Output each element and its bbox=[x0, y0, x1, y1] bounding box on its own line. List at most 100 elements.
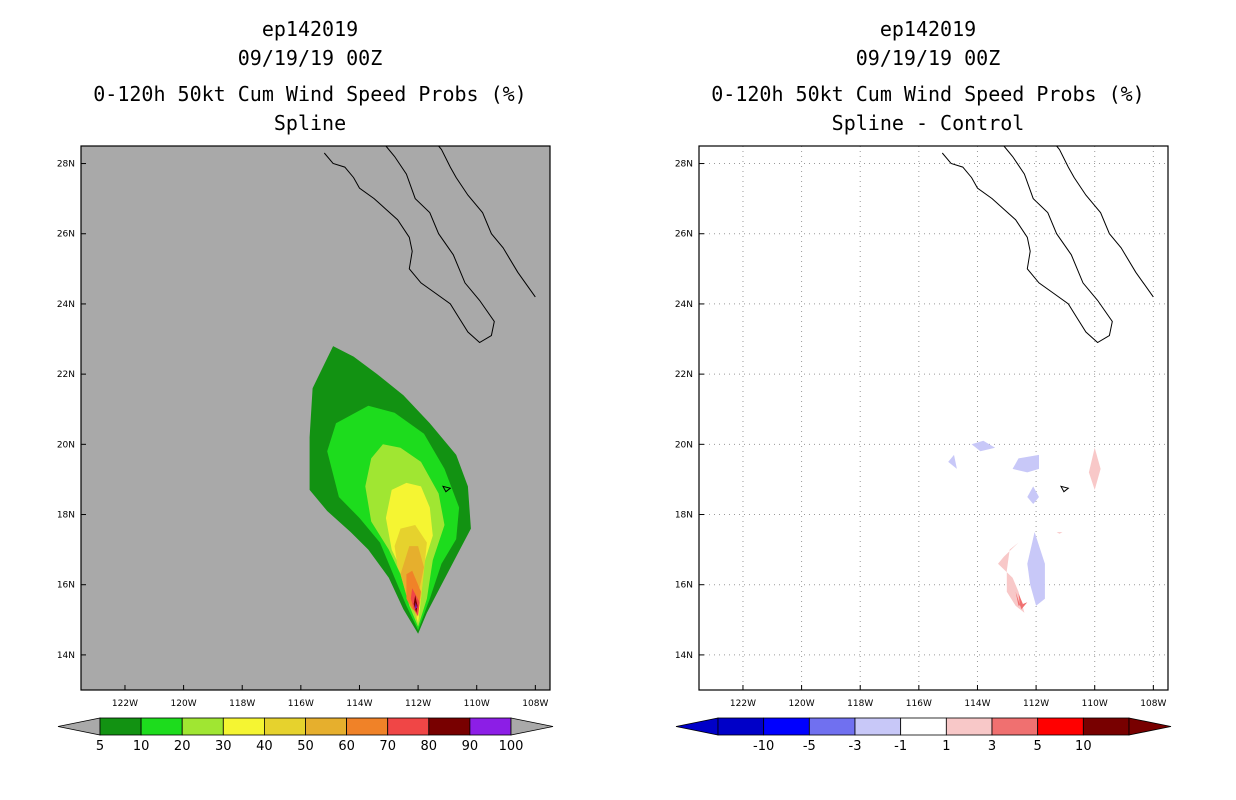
colorbar-swatch bbox=[1037, 717, 1084, 736]
y-tick-label: 28N bbox=[57, 160, 75, 170]
colorbar-swatch bbox=[263, 717, 306, 736]
right-map-panel: 122W 120W 118W 116W 114W 112W 110W 108W 14N 16N 18… bbox=[675, 145, 1172, 754]
right-panel-label: Spline - Control bbox=[831, 111, 1025, 135]
y-tick-label: 22N bbox=[675, 370, 693, 380]
x-tick-label: 108W bbox=[522, 699, 548, 709]
x-tick-label: 114W bbox=[964, 699, 990, 709]
colorbar-over-arrow bbox=[510, 717, 554, 736]
colorbar-swatch bbox=[808, 717, 856, 736]
colorbar-label: 80 bbox=[421, 739, 438, 754]
left-valid-time: 09/19/19 00Z bbox=[237, 46, 383, 70]
colorbar-swatch bbox=[387, 717, 430, 736]
y-tick-label: 24N bbox=[57, 300, 75, 310]
colorbar-swatch bbox=[305, 717, 347, 736]
colorbar-label: 10 bbox=[1075, 739, 1092, 754]
mainland-coastline bbox=[438, 145, 536, 298]
y-tick-label: 16N bbox=[57, 581, 75, 591]
x-tick-label: 112W bbox=[1023, 699, 1049, 709]
y-tick-label: 26N bbox=[57, 230, 75, 240]
contour-level--1 bbox=[971, 440, 996, 452]
x-tick-label: 108W bbox=[1140, 699, 1166, 709]
colorbar-swatch bbox=[99, 717, 142, 736]
y-tick-label: 16N bbox=[675, 581, 693, 591]
contour-level--1 bbox=[1027, 532, 1045, 606]
contour-level-1 bbox=[998, 542, 1025, 613]
colorbar-over-arrow bbox=[1128, 717, 1172, 736]
x-tick-label: 122W bbox=[112, 699, 138, 709]
colorbar-label: -5 bbox=[803, 739, 816, 754]
map-frame bbox=[698, 145, 1169, 691]
colorbar-under-arrow bbox=[57, 717, 101, 736]
colorbar-label: 30 bbox=[215, 739, 232, 754]
colorbar-label: 3 bbox=[988, 739, 996, 754]
colorbar-label: -3 bbox=[849, 739, 862, 754]
x-tick-label: 110W bbox=[464, 699, 490, 709]
mainland-coastline bbox=[1056, 145, 1154, 298]
contour-level--1 bbox=[1027, 486, 1039, 504]
y-tick-label: 20N bbox=[57, 440, 75, 450]
colorbar-swatch bbox=[1082, 717, 1130, 736]
colorbar-label: -1 bbox=[894, 739, 907, 754]
x-tick-label: 118W bbox=[229, 699, 255, 709]
contour-level-1 bbox=[1056, 532, 1063, 534]
colorbar-swatch bbox=[469, 717, 512, 736]
colorbar-label: 90 bbox=[462, 739, 479, 754]
island-outline bbox=[442, 485, 452, 493]
contour-level-3 bbox=[1015, 591, 1028, 610]
x-tick-label: 120W bbox=[789, 699, 815, 709]
left-panel-label: Spline bbox=[273, 111, 347, 135]
colorbar-swatch bbox=[181, 717, 224, 736]
right-storm-id: ep142019 bbox=[879, 17, 977, 41]
right-valid-time: 09/19/19 00Z bbox=[855, 46, 1001, 70]
y-tick-label: 26N bbox=[675, 230, 693, 240]
colorbar-swatch bbox=[763, 717, 810, 736]
colorbar-label: 100 bbox=[499, 739, 524, 754]
colorbar-label: 1 bbox=[942, 739, 950, 754]
y-tick-label: 22N bbox=[57, 370, 75, 380]
colorbar-label: 70 bbox=[379, 739, 396, 754]
y-tick-label: 20N bbox=[675, 440, 693, 450]
contour-level--1 bbox=[948, 454, 957, 469]
colorbar-label: 5 bbox=[1034, 739, 1042, 754]
colorbar-label: 10 bbox=[133, 739, 150, 754]
y-tick-label: 14N bbox=[675, 651, 693, 661]
x-tick-label: 112W bbox=[405, 699, 431, 709]
colorbar-swatch bbox=[140, 717, 183, 736]
y-tick-label: 14N bbox=[57, 651, 75, 661]
y-tick-label: 18N bbox=[57, 511, 75, 521]
map-background bbox=[699, 146, 1168, 690]
colorbar-label: 50 bbox=[297, 739, 314, 754]
colorbar-swatch bbox=[428, 717, 471, 736]
island-outline bbox=[1060, 485, 1070, 493]
x-tick-label: 118W bbox=[847, 699, 873, 709]
colorbar-label: 20 bbox=[174, 739, 191, 754]
x-tick-label: 110W bbox=[1082, 699, 1108, 709]
colorbar-swatch bbox=[717, 717, 765, 736]
baja-coastline bbox=[323, 145, 495, 344]
y-tick-label: 18N bbox=[675, 511, 693, 521]
left-variable-title: 0-120h 50kt Cum Wind Speed Probs (%) bbox=[93, 82, 527, 106]
contour-level-3 bbox=[1018, 593, 1023, 606]
colorbar-label: -10 bbox=[753, 739, 774, 754]
x-tick-label: 116W bbox=[906, 699, 932, 709]
colorbar-swatch bbox=[945, 717, 993, 736]
map-frame bbox=[80, 145, 551, 691]
right-variable-title: 0-120h 50kt Cum Wind Speed Probs (%) bbox=[711, 82, 1145, 106]
colorbar-label: 5 bbox=[96, 739, 104, 754]
colorbar-swatch bbox=[991, 717, 1039, 736]
colorbar-swatch bbox=[900, 717, 947, 736]
x-tick-label: 122W bbox=[730, 699, 756, 709]
right-panel-title: ep142019 09/19/19 00Z 0-120h 50kt Cum Wi… bbox=[648, 15, 1208, 138]
y-tick-label: 24N bbox=[675, 300, 693, 310]
y-tick-label: 28N bbox=[675, 160, 693, 170]
left-panel-title: ep142019 09/19/19 00Z 0-120h 50kt Cum Wi… bbox=[30, 15, 590, 138]
x-tick-label: 114W bbox=[346, 699, 372, 709]
colorbar-label: 60 bbox=[338, 739, 355, 754]
colorbar-under-arrow bbox=[675, 717, 719, 736]
contour-level-90 bbox=[415, 602, 417, 610]
left-storm-id: ep142019 bbox=[261, 17, 359, 41]
contour-level--1 bbox=[1012, 454, 1039, 473]
baja-coastline bbox=[941, 145, 1113, 344]
colorbar-label: 40 bbox=[256, 739, 273, 754]
